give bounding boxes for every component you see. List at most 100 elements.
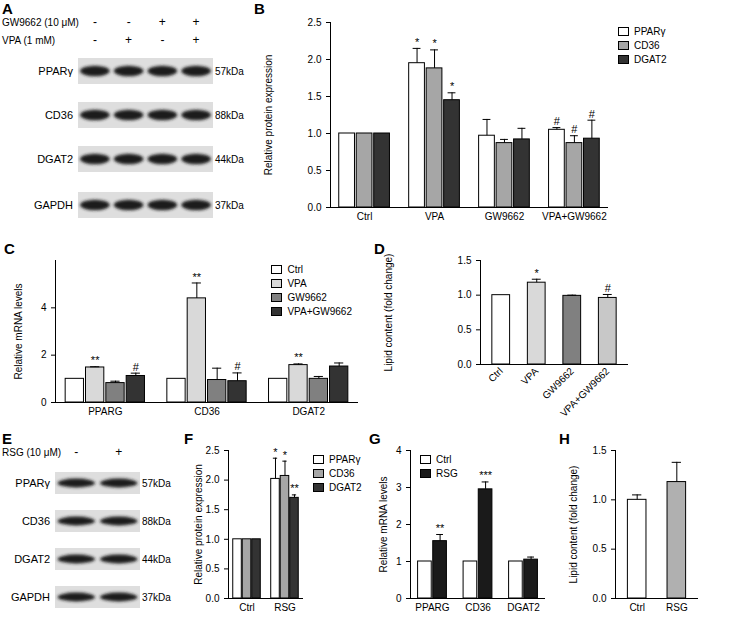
svg-text:57kDa: 57kDa	[142, 478, 171, 489]
svg-text:*: *	[450, 80, 455, 92]
svg-text:Relative mRNA levels: Relative mRNA levels	[378, 476, 389, 572]
svg-text:#: #	[605, 282, 612, 294]
svg-text:0.0: 0.0	[206, 593, 220, 604]
svg-text:#: #	[133, 361, 140, 373]
svg-text:DGAT2: DGAT2	[14, 553, 50, 565]
svg-text:#: #	[234, 360, 241, 372]
svg-text:**: **	[294, 351, 303, 363]
svg-text:4: 4	[396, 445, 402, 456]
svg-text:CD36: CD36	[22, 515, 50, 527]
svg-text:PPARγ: PPARγ	[38, 65, 73, 77]
svg-text:0.5: 0.5	[458, 324, 472, 335]
svg-text:VPA+GW9662: VPA+GW9662	[558, 365, 612, 419]
svg-text:2.0: 2.0	[308, 54, 322, 65]
svg-text:1.5: 1.5	[308, 91, 322, 102]
svg-text:GW9662: GW9662	[540, 365, 576, 401]
svg-text:PPARG: PPARG	[88, 406, 122, 417]
svg-text:+: +	[193, 15, 200, 29]
svg-text:RSG: RSG	[666, 602, 688, 613]
svg-text:-: -	[127, 15, 131, 29]
svg-text:DGAT2: DGAT2	[292, 406, 325, 417]
svg-text:1.0: 1.0	[593, 494, 607, 505]
svg-text:0.5: 0.5	[206, 563, 220, 574]
svg-text:#: #	[554, 115, 561, 127]
svg-text:2: 2	[396, 519, 402, 530]
svg-text:4: 4	[41, 302, 47, 313]
svg-text:1: 1	[396, 556, 402, 567]
svg-text:VPA: VPA	[519, 365, 541, 387]
svg-text:44kDa: 44kDa	[215, 154, 244, 165]
svg-text:Relative protein expression: Relative protein expression	[193, 464, 204, 585]
svg-text:+: +	[125, 33, 132, 47]
svg-text:3: 3	[396, 482, 402, 493]
svg-text:VPA (1 mM): VPA (1 mM)	[2, 35, 55, 46]
svg-text:-: -	[160, 33, 164, 47]
svg-text:37kDa: 37kDa	[215, 200, 244, 211]
svg-text:1.0: 1.0	[308, 128, 322, 139]
svg-text:Ctrl: Ctrl	[357, 211, 373, 222]
svg-text:+: +	[193, 33, 200, 47]
svg-text:+: +	[159, 15, 166, 29]
svg-text:#: #	[571, 123, 578, 135]
svg-text:Lipid content (fold change): Lipid content (fold change)	[383, 254, 394, 372]
svg-text:44kDa: 44kDa	[142, 554, 171, 565]
svg-text:*: *	[535, 267, 540, 279]
svg-text:**: **	[193, 271, 202, 283]
svg-text:1.5: 1.5	[458, 255, 472, 266]
svg-text:0.0: 0.0	[458, 359, 472, 370]
svg-text:**: **	[91, 354, 100, 366]
html-text:PPARγ: PPARγ	[634, 25, 666, 37]
svg-text:*: *	[283, 449, 288, 461]
svg-text:PPARG: PPARG	[415, 602, 449, 613]
svg-text:DGAT2: DGAT2	[507, 602, 540, 613]
svg-text:GAPDH: GAPDH	[34, 199, 73, 211]
svg-text:Relative protein expression: Relative protein expression	[263, 55, 274, 176]
svg-text:*: *	[273, 446, 278, 458]
svg-text:***: ***	[479, 469, 493, 481]
svg-text:0: 0	[396, 593, 402, 604]
svg-text:Relative mRNA levels: Relative mRNA levels	[13, 283, 24, 379]
svg-text:GW9662: GW9662	[485, 211, 525, 222]
svg-text:*: *	[432, 37, 437, 49]
svg-text:2.5: 2.5	[308, 17, 322, 28]
svg-text:**: **	[436, 522, 445, 534]
svg-text:0.0: 0.0	[308, 202, 322, 213]
svg-text:1.0: 1.0	[458, 289, 472, 300]
svg-text:**: **	[290, 482, 299, 494]
svg-text:+: +	[115, 445, 122, 459]
svg-text:-: -	[93, 33, 97, 47]
svg-text:#: #	[589, 108, 596, 120]
svg-text:0.0: 0.0	[593, 593, 607, 604]
svg-text:DGAT2: DGAT2	[37, 153, 73, 165]
svg-text:-: -	[74, 445, 78, 459]
svg-text:VPA: VPA	[425, 211, 445, 222]
svg-text:1.0: 1.0	[206, 534, 220, 545]
svg-text:VPA+GW9662: VPA+GW9662	[542, 211, 607, 222]
svg-text:CD36: CD36	[45, 109, 73, 121]
svg-text:GAPDH: GAPDH	[11, 591, 50, 603]
svg-text:1.5: 1.5	[206, 504, 220, 515]
svg-text:CD36: CD36	[194, 406, 220, 417]
svg-text:PPARγ: PPARγ	[15, 477, 50, 489]
svg-text:88kDa: 88kDa	[142, 516, 171, 527]
svg-text:0.5: 0.5	[593, 543, 607, 554]
svg-text:CD36: CD36	[465, 602, 491, 613]
svg-text:57kDa: 57kDa	[215, 66, 244, 77]
svg-text:-: -	[93, 15, 97, 29]
svg-text:88kDa: 88kDa	[215, 110, 244, 121]
svg-text:Ctrl: Ctrl	[486, 365, 505, 384]
svg-text:Ctrl: Ctrl	[629, 602, 645, 613]
svg-text:Ctrl: Ctrl	[239, 602, 255, 613]
svg-text:*: *	[415, 36, 420, 48]
svg-text:GW9662 (10 μM): GW9662 (10 μM)	[2, 17, 79, 28]
svg-text:1.5: 1.5	[593, 445, 607, 456]
svg-text:RSG (10 μM): RSG (10 μM)	[2, 447, 61, 458]
svg-text:0.5: 0.5	[308, 165, 322, 176]
svg-text:0: 0	[41, 397, 47, 408]
svg-text:2.0: 2.0	[206, 474, 220, 485]
svg-text:37kDa: 37kDa	[142, 592, 171, 603]
svg-text:RSG: RSG	[274, 602, 296, 613]
svg-text:2: 2	[41, 349, 47, 360]
svg-text:Lipid content (fold change): Lipid content (fold change)	[568, 466, 579, 584]
svg-text:2.5: 2.5	[206, 445, 220, 456]
